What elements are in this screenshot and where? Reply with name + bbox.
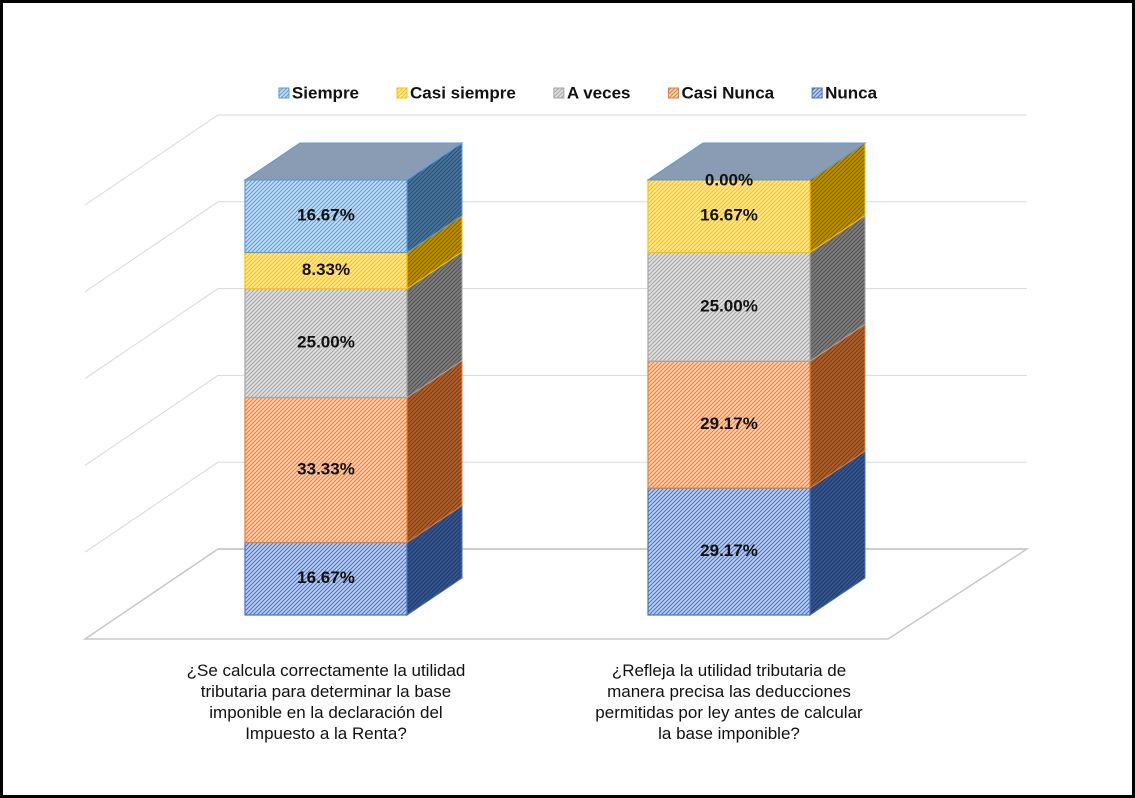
legend-label: Siempre bbox=[292, 83, 359, 102]
bar bbox=[244, 288, 408, 399]
legend-label: A veces bbox=[567, 83, 631, 102]
legend: Siempre Casi siempre A veces Casi Nunca Nunc… bbox=[278, 83, 878, 102]
bar bbox=[244, 251, 408, 290]
data-label: 16.67% bbox=[297, 206, 355, 225]
data-label: 16.67% bbox=[297, 568, 355, 587]
side-grid-line bbox=[84, 461, 219, 553]
bar bbox=[244, 541, 408, 616]
data-label: 25.00% bbox=[297, 333, 355, 352]
data-label: 29.17% bbox=[700, 414, 758, 433]
bar bbox=[647, 487, 811, 616]
data-label: 33.33% bbox=[297, 459, 355, 478]
bar bbox=[647, 179, 811, 254]
legend-marker bbox=[811, 87, 823, 99]
data-label: 8.33% bbox=[302, 260, 350, 279]
data-label: 16.67% bbox=[700, 206, 758, 225]
legend-marker bbox=[396, 87, 408, 99]
side-grid-line bbox=[84, 288, 219, 380]
side-grid-line bbox=[84, 374, 219, 466]
bar bbox=[647, 360, 811, 489]
bar-top bbox=[646, 142, 867, 181]
legend-marker bbox=[553, 87, 565, 99]
legend-label: Casi siempre bbox=[410, 83, 516, 102]
category-label: ¿Refleja la utilidad tributaria de maner… bbox=[595, 661, 863, 743]
category-label: ¿Se calcula correctamente la utilidad tr… bbox=[186, 661, 466, 743]
side-grid-line bbox=[84, 114, 219, 206]
legend-label: Casi Nunca bbox=[682, 83, 775, 102]
legend-label: Nunca bbox=[825, 83, 878, 102]
data-label: 29.17% bbox=[700, 541, 758, 560]
data-label: 0.00% bbox=[705, 170, 753, 189]
bar-top bbox=[243, 142, 464, 181]
floor bbox=[82, 548, 1030, 640]
bar bbox=[647, 251, 811, 362]
legend-marker bbox=[668, 87, 680, 99]
data-label: 25.00% bbox=[700, 296, 758, 315]
side-grid-line bbox=[84, 201, 219, 293]
legend-marker bbox=[278, 87, 290, 99]
